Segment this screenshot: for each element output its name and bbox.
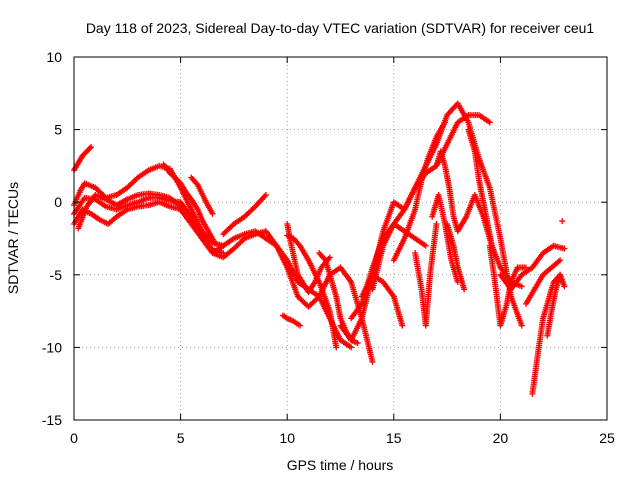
chart-title: Day 118 of 2023, Sidereal Day-to-day VTE… [86,20,595,36]
data-point [354,340,361,347]
series-arc-6 [160,161,218,246]
series-arc-7 [188,174,216,217]
y-axis-title: SDTVAR / TECUs [5,182,21,294]
series-arc-18 [369,220,429,293]
x-tick-label: 5 [177,430,185,446]
series-arc-10 [262,228,376,365]
data-point [561,283,568,290]
series-arc-14 [279,312,303,329]
data-point [518,322,525,329]
data-point [399,322,406,329]
data-point [333,344,340,351]
grid-lines [74,57,607,420]
series-arc-20 [412,220,440,329]
data-point [326,254,333,261]
data-point [348,344,355,351]
y-tick-label: -10 [42,339,62,355]
x-tick-label: 20 [493,430,509,446]
y-tick-label: 0 [54,194,62,210]
data-point [486,119,493,126]
data-point [422,242,429,249]
series-arc-23 [444,220,468,293]
data-point [88,144,95,151]
y-axis-tick-labels: -15 -10 -5 0 5 10 [42,49,62,428]
data-point [557,271,564,278]
data-point [209,210,216,217]
x-axis-tick-labels: 0 5 10 15 20 25 [70,430,615,446]
data-point [441,119,448,126]
data-point [296,322,303,329]
y-tick-label: -5 [50,267,63,283]
x-tick-label: 10 [279,430,295,446]
x-tick-label: 25 [599,430,615,446]
data-point [559,218,566,225]
series-arc-17 [358,271,406,329]
series-arc-30 [559,218,566,225]
data-point [220,242,227,249]
data-point [561,245,568,252]
series-arc-8 [220,191,269,238]
data-point [250,204,257,211]
x-tick-label: 15 [386,430,402,446]
data-point [86,145,93,152]
data-points [71,100,568,397]
data-point [433,220,440,227]
series-arc-25 [486,242,529,329]
data-point [211,239,218,246]
y-tick-label: 5 [54,122,62,138]
series-arc-28 [522,257,564,307]
data-point [557,257,564,264]
axis-ticks [73,56,608,421]
series-arc-29 [544,271,564,339]
series-arc-22 [433,148,525,290]
plot-frame [73,56,608,421]
y-tick-label: -15 [42,412,62,428]
data-point [262,191,269,198]
series-arc-12 [284,220,333,296]
series-arc-19 [390,119,448,264]
series-arc-4 [71,199,227,257]
series-arc-24 [465,126,495,249]
x-tick-label: 0 [70,430,78,446]
data-point [369,358,376,365]
y-tick-label: 10 [46,49,62,65]
data-point [461,286,468,293]
data-point [240,236,247,243]
x-axis-title: GPS time / hours [287,457,394,473]
data-point [518,283,525,290]
series-arc-26 [497,242,568,293]
data-point [220,250,227,257]
